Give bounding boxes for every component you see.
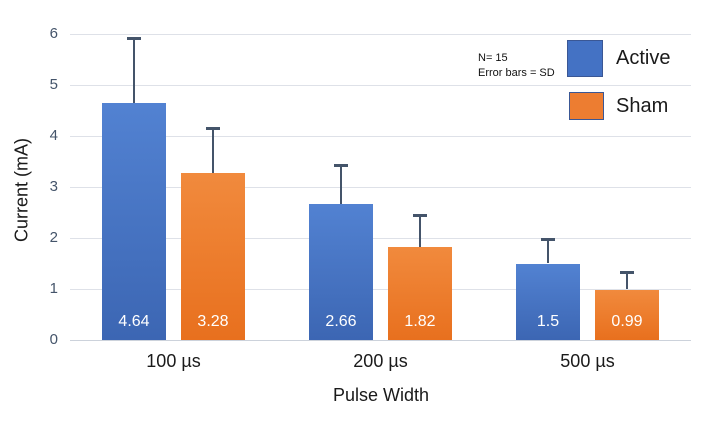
y-tick-label-6: 6: [49, 25, 58, 42]
bar-active-100µs: [102, 103, 166, 340]
x-tick-label-100µs: 100 µs: [146, 351, 201, 371]
legend-swatch-active: [567, 40, 603, 77]
gridline-y3: [70, 187, 691, 188]
error-bar-sham-500µs: [626, 272, 628, 290]
y-tick-label-1: 1: [49, 280, 58, 297]
y-tick-label-5: 5: [49, 76, 58, 93]
error-bar-cap-sham-100µs: [206, 126, 220, 130]
bar-sham-100µs: [181, 172, 245, 340]
annotation-error-bars: Error bars = SD: [478, 67, 555, 79]
y-tick-label-0: 0: [49, 331, 58, 348]
error-bar-sham-100µs: [212, 127, 214, 173]
y-tick-label-2: 2: [49, 229, 58, 246]
x-axis-title: Pulse Width: [332, 385, 430, 405]
legend-label-active: Active: [616, 47, 671, 69]
bar-sham-200µs: [388, 247, 452, 340]
error-bar-cap-sham-200µs: [413, 213, 427, 217]
x-tick-label-200µs: 200 µs: [353, 351, 408, 371]
error-bar-cap-active-100µs: [127, 37, 141, 41]
gridline-y5: [70, 85, 691, 86]
gridline-y6: [70, 34, 691, 35]
data-label-sham-100µs: 3.28: [197, 313, 229, 330]
error-bar-active-500µs: [547, 239, 549, 264]
error-bar-cap-sham-500µs: [620, 271, 634, 275]
data-label-sham-500µs: 0.99: [611, 313, 643, 330]
chart-annotation: N= 15 Error bars = SD: [478, 51, 555, 81]
bar-active-500µs: [516, 263, 580, 340]
error-bar-cap-active-500µs: [541, 238, 555, 242]
gridline-y1: [70, 289, 691, 290]
bar-active-200µs: [309, 204, 373, 340]
data-label-sham-200µs: 1.82: [404, 313, 436, 330]
y-axis-title: Current (mA): [11, 137, 32, 243]
error-bar-active-100µs: [133, 38, 135, 104]
data-label-active-100µs: 4.64: [118, 313, 150, 330]
data-label-active-500µs: 1.5: [536, 313, 560, 330]
error-bar-cap-active-200µs: [334, 164, 348, 168]
bar-sham-500µs: [595, 289, 659, 340]
error-bar-active-200µs: [340, 165, 342, 205]
gridline-y0: [70, 340, 691, 341]
legend-label-sham: Sham: [616, 95, 669, 117]
gridline-y4: [70, 136, 691, 137]
y-tick-label-4: 4: [49, 127, 58, 144]
x-tick-label-500µs: 500 µs: [560, 351, 615, 371]
data-label-active-200µs: 2.66: [325, 313, 357, 330]
error-bar-sham-200µs: [419, 214, 421, 248]
y-tick-label-3: 3: [49, 178, 58, 195]
gridline-y2: [70, 238, 691, 239]
annotation-sample-size: N= 15: [478, 52, 508, 64]
legend-swatch-sham: [569, 92, 604, 120]
